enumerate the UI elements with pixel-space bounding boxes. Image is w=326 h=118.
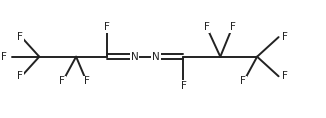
Text: F: F xyxy=(282,71,288,81)
Text: F: F xyxy=(181,81,186,91)
Text: F: F xyxy=(17,71,23,81)
Text: F: F xyxy=(230,22,235,32)
Text: N: N xyxy=(152,52,160,62)
Text: F: F xyxy=(17,32,23,42)
Text: F: F xyxy=(84,76,90,86)
Text: F: F xyxy=(203,22,209,32)
Text: F: F xyxy=(59,76,65,86)
Text: F: F xyxy=(240,76,246,86)
Text: F: F xyxy=(1,52,7,62)
Text: F: F xyxy=(282,32,288,42)
Text: N: N xyxy=(130,52,138,62)
Text: F: F xyxy=(104,22,110,32)
